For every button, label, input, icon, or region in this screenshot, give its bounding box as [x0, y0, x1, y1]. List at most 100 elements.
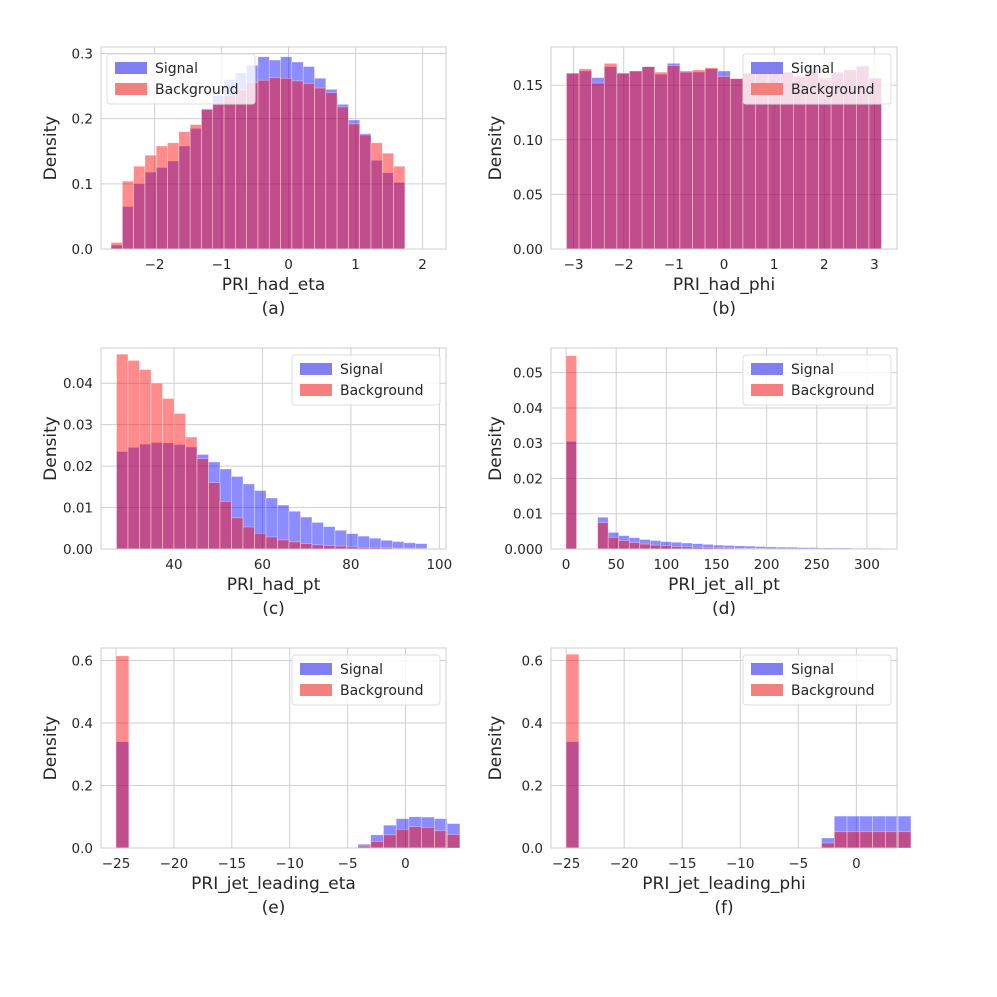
background-bar — [629, 70, 643, 250]
legend-swatch-background — [751, 83, 783, 95]
background-bar — [641, 66, 655, 250]
background-bar — [196, 458, 209, 550]
background-bar — [254, 532, 267, 550]
x-tick-label: 40 — [165, 557, 182, 573]
x-tick-label: −5 — [788, 856, 808, 872]
background-bar — [565, 653, 580, 849]
background-bar — [348, 123, 360, 250]
background-bar — [639, 543, 651, 550]
background-bar — [566, 72, 580, 250]
background-bar — [133, 165, 146, 250]
legend-label-background: Background — [791, 683, 875, 699]
background-bar — [268, 77, 281, 250]
background-bar — [885, 831, 899, 849]
y-tick-label: 0.03 — [63, 418, 93, 434]
background-bar — [395, 828, 410, 849]
x-tick-label: 300 — [854, 557, 880, 573]
legend-label-signal: Signal — [791, 362, 834, 378]
background-bar — [446, 834, 461, 849]
x-tick-label: −20 — [610, 856, 639, 872]
y-axis-label: Density — [486, 716, 506, 781]
background-bar — [381, 152, 394, 250]
axes-frame — [100, 347, 447, 550]
axes-frame — [550, 647, 898, 849]
background-bar — [834, 831, 848, 849]
y-tick-label: 0.0 — [72, 841, 93, 857]
legend-label-background: Background — [155, 82, 239, 98]
legend-swatch-background — [300, 384, 332, 396]
legend-label-signal: Signal — [340, 362, 383, 378]
x-tick-label: 1 — [770, 257, 779, 273]
background-bar — [288, 541, 301, 550]
background-bar — [277, 539, 290, 550]
x-tick-label: 200 — [754, 557, 780, 573]
y-tick-label: 0.4 — [522, 716, 543, 732]
background-bar — [115, 655, 130, 849]
background-bar — [314, 87, 327, 250]
y-tick-label: 0.2 — [72, 779, 93, 795]
y-axis-label: Density — [41, 116, 61, 181]
background-bar — [155, 145, 168, 250]
y-tick-label: 0.02 — [63, 459, 93, 475]
axes-frame — [550, 347, 898, 550]
background-bar — [370, 841, 384, 849]
background-bar — [150, 382, 163, 550]
y-tick-label: 0.03 — [513, 436, 543, 452]
background-bar — [383, 834, 397, 849]
background-bar — [666, 65, 681, 250]
x-tick-label: 0 — [720, 257, 729, 273]
x-axis-label: PRI_had_pt — [227, 575, 321, 595]
background-bar — [167, 142, 180, 250]
background-bar — [144, 154, 157, 250]
background-bar — [846, 831, 861, 849]
background-bar — [654, 71, 668, 250]
x-tick-label: 0 — [284, 257, 293, 273]
panel-label: (c) — [262, 599, 285, 619]
background-bar — [122, 180, 134, 250]
background-bar — [242, 526, 255, 550]
legend-swatch-signal — [751, 363, 783, 375]
background-bar — [265, 536, 278, 550]
background-bar — [300, 543, 313, 550]
background-bar — [565, 355, 577, 550]
background-bar — [162, 398, 175, 550]
panel-label: (a) — [262, 299, 286, 319]
x-tick-label: 50 — [608, 557, 625, 573]
legend: Signal Background — [106, 53, 256, 105]
x-axis-label: PRI_jet_leading_phi — [642, 874, 805, 894]
background-bar — [408, 826, 422, 849]
legend-swatch-signal — [751, 663, 783, 675]
background-bar — [704, 67, 718, 250]
background-bar — [603, 63, 618, 250]
x-tick-label: 0 — [852, 856, 861, 872]
axes-frame — [100, 647, 447, 849]
y-tick-label: 0.10 — [513, 133, 543, 149]
background-bar — [618, 540, 630, 550]
legend-swatch-background — [751, 684, 783, 696]
background-bar — [359, 134, 372, 250]
x-tick-label: −25 — [552, 856, 581, 872]
legend-swatch-background — [751, 384, 783, 396]
legend: Signal Background — [742, 654, 892, 706]
y-axis-label: Density — [486, 416, 506, 481]
background-bar — [257, 79, 270, 250]
x-tick-label: −15 — [668, 856, 697, 872]
background-bar — [872, 831, 886, 849]
y-tick-label: 0.01 — [63, 501, 93, 517]
background-bar — [291, 80, 304, 250]
x-axis-label: PRI_had_phi — [673, 275, 775, 295]
x-tick-label: 100 — [653, 557, 679, 573]
y-tick-label: 0.4 — [72, 716, 93, 732]
panel-label: (f) — [714, 898, 733, 918]
legend-swatch-signal — [751, 62, 783, 74]
background-bar — [336, 106, 349, 250]
y-tick-label: 0.6 — [72, 654, 93, 670]
background-bar — [139, 369, 152, 550]
y-tick-label: 0.2 — [72, 112, 93, 128]
y-tick-label: 0.2 — [522, 779, 543, 795]
background-bar — [127, 360, 140, 550]
chart-panel-1: −2 −1 0 1 2 0.0 0.1 0.2 0.3 PRI_had_eta (a) Density… — [41, 46, 447, 319]
legend-swatch-background — [300, 684, 332, 696]
legend-swatch-signal — [300, 363, 332, 375]
